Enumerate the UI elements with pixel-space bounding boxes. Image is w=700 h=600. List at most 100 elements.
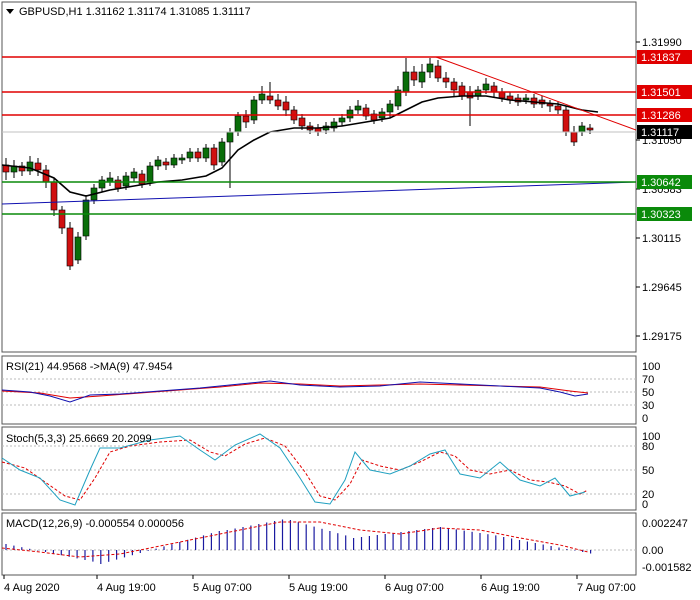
candle <box>114 179 122 189</box>
rsi-tick-label: 70 <box>642 374 654 386</box>
candle <box>410 71 418 81</box>
macd-label: MACD(12,26,9) -0.000554 0.000056 <box>6 518 184 530</box>
price-panel[interactable]: GBPUSD,H1 1.31162 1.31174 1.31085 1.3111… <box>1 1 692 353</box>
macd-tick-label: -0.001582 <box>642 562 692 574</box>
time-tick-label: 7 Aug 07:00 <box>577 582 636 594</box>
candle <box>66 227 74 267</box>
candle <box>402 71 410 93</box>
time-tick-label: 5 Aug 19:00 <box>289 582 348 594</box>
price-tick-label: 1.31990 <box>642 37 682 49</box>
candle <box>522 97 530 101</box>
candle <box>426 63 434 73</box>
candle <box>578 125 586 133</box>
symbol-dropdown-icon[interactable] <box>6 9 14 14</box>
candle <box>122 175 130 187</box>
stoch-label: Stoch(5,3,3) 25.6669 20.2099 <box>6 433 152 445</box>
macd-tick-label: 0.002247 <box>642 518 688 530</box>
rsi-tick-label: 0 <box>642 413 648 425</box>
red-level-badge-label: 1.31286 <box>641 110 681 122</box>
candle <box>482 83 490 91</box>
stoch-main-line <box>1 433 586 506</box>
green-level-badge <box>637 207 692 221</box>
rsi-label: RSI(21) 44.9568 ->MA(9) 47.9454 <box>6 361 173 373</box>
candle <box>490 85 498 93</box>
rsi-tick-label: 30 <box>642 400 654 412</box>
current-price-badge-label: 1.31117 <box>641 127 679 139</box>
red-level-badge <box>637 50 692 64</box>
candle <box>346 109 354 119</box>
stoch-tick-label: 20 <box>642 489 654 501</box>
candle <box>570 131 578 143</box>
candle <box>242 115 250 123</box>
green-level-badge <box>637 175 692 189</box>
candle <box>162 161 170 166</box>
macd-panel-frame <box>1 512 637 576</box>
candle <box>258 93 266 101</box>
stoch-signal-line <box>1 437 589 501</box>
stoch-tick-label: 50 <box>642 465 654 477</box>
macd-histogram <box>5 519 592 564</box>
green-level-badge-label: 1.30642 <box>641 177 681 189</box>
red-trend-line[interactable] <box>435 56 637 131</box>
candle <box>34 162 42 171</box>
time-tick-label: 6 Aug 19:00 <box>481 582 540 594</box>
price-tick-label: 1.29645 <box>642 282 682 294</box>
time-tick-label: 5 Aug 07:00 <box>193 582 252 594</box>
rsi-line <box>1 380 589 403</box>
price-panel-frame <box>1 1 637 353</box>
candle <box>18 165 26 172</box>
candle <box>466 91 474 99</box>
candle <box>274 99 282 107</box>
time-tick-label: 6 Aug 07:00 <box>385 582 444 594</box>
rsi-panel[interactable]: RSI(21) 44.9568 ->MA(9) 47.9454 100 70 5… <box>1 355 660 425</box>
green-level-badge-label: 1.30323 <box>641 209 681 221</box>
candle <box>338 117 346 123</box>
candle <box>194 151 202 159</box>
candle <box>74 236 82 261</box>
candle <box>450 81 458 91</box>
red-level-badge-label: 1.31837 <box>641 52 681 64</box>
time-tick-label: 4 Aug 2020 <box>4 582 60 594</box>
candle <box>202 147 210 159</box>
macd-tick-label: 0.00 <box>642 545 663 557</box>
red-level-badge <box>637 108 692 122</box>
current-price-badge <box>637 125 692 139</box>
candle <box>394 89 402 107</box>
candle <box>26 161 34 172</box>
stoch-tick-label: 80 <box>642 441 654 453</box>
rsi-tick-label: 50 <box>642 387 654 399</box>
candle <box>298 117 306 127</box>
candle <box>434 65 442 79</box>
candle <box>50 181 58 211</box>
blue-trend-line[interactable] <box>1 181 637 205</box>
stoch-panel[interactable]: Stoch(5,3,3) 25.6669 20.2099 100 80 50 2… <box>1 426 660 511</box>
candle <box>82 199 90 237</box>
candle <box>354 105 362 111</box>
candle <box>170 157 178 166</box>
candle <box>226 131 234 143</box>
candle <box>234 115 242 133</box>
stoch-panel-frame <box>1 426 637 511</box>
candle <box>386 103 394 113</box>
candle <box>266 95 274 101</box>
candle <box>210 147 218 166</box>
candle <box>98 179 106 189</box>
candle <box>418 71 426 83</box>
time-axis: 4 Aug 2020 4 Aug 19:00 5 Aug 07:00 5 Aug… <box>3 575 636 594</box>
candle <box>498 91 506 99</box>
red-level-badge <box>637 85 692 99</box>
price-tick-label: 1.30115 <box>642 233 681 245</box>
candle <box>250 99 258 121</box>
candle <box>458 85 466 97</box>
candle <box>474 89 482 97</box>
candle <box>362 107 370 117</box>
candle <box>178 157 186 161</box>
candle <box>154 159 162 167</box>
candle <box>146 165 154 183</box>
candle <box>218 141 226 163</box>
symbol-header: GBPUSD,H1 1.31162 1.31174 1.31085 1.3111… <box>19 6 251 18</box>
red-level-badge-label: 1.31501 <box>641 87 681 99</box>
macd-signal-line <box>1 521 589 558</box>
macd-panel[interactable]: MACD(12,26,9) -0.000554 0.000056 0.00224… <box>1 512 692 576</box>
